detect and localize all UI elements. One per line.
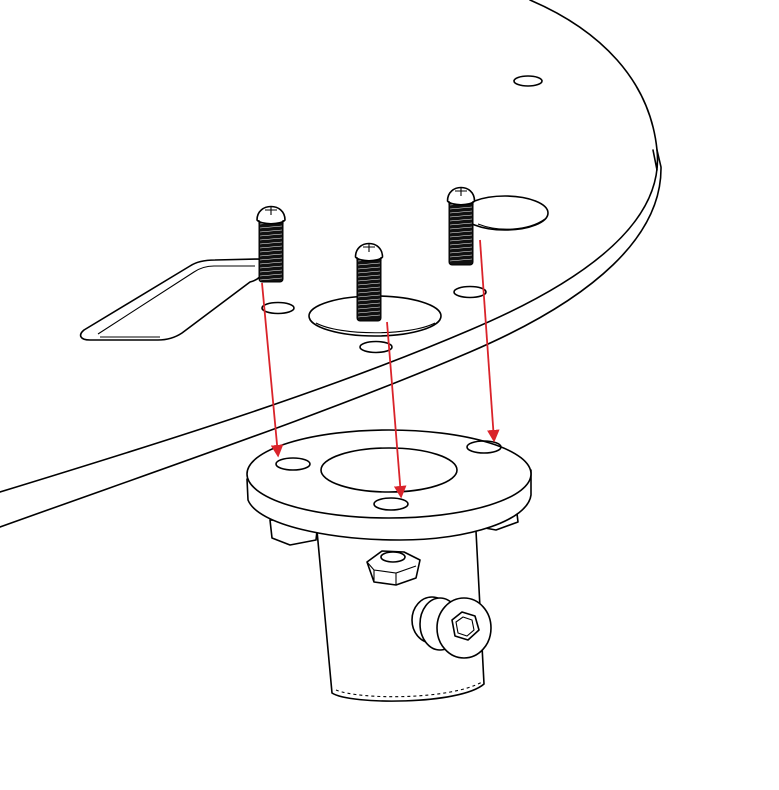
screw-right-thread-line [449,230,473,234]
screw-right-insertion-arrow [479,239,500,443]
screw-left-thread-line [259,241,283,245]
screw-right-recess [455,188,467,196]
flange-center-bore [320,447,458,493]
screw-right-neck [448,201,474,205]
screw-left-thread-line [259,273,283,277]
screw-left-thread-line [259,269,283,273]
screw-center-thread-line [357,314,381,318]
screw-center-thread-line [357,298,381,302]
screw-center-thread-line [357,262,381,266]
screw-center-thread-line [357,274,381,278]
screw-right-thread-line [449,210,473,214]
screw-right-thread-line [449,234,473,238]
base-plate [0,0,662,528]
screw-center-thread-line [357,282,381,286]
screw-right-thread-line [449,254,473,258]
plate-hole-small [513,75,543,87]
flange-hole-center [373,497,409,511]
screw-center-thread-line [357,290,381,294]
screw-center-thread-line [357,310,381,314]
button-head-screw-center [354,242,384,322]
screws-group [256,186,476,322]
flange-disk-top [246,429,532,519]
screw-center-thread-line [357,286,381,290]
screw-left-recess [265,207,277,215]
screw-right-thread-line [449,238,473,242]
button-head-screw-left [256,205,286,283]
flange-hole-right [466,440,502,454]
button-head-screw-right [446,186,476,266]
set-screw [411,596,492,659]
plate-screw-hole-center [359,340,393,354]
insertion-arrows [261,239,500,499]
screw-right-thread-line [449,206,473,210]
plate-screw-hole-left [261,301,295,315]
screw-left-insertion-arrow [261,282,284,458]
hex-nut [366,550,421,586]
screw-left-thread-line [259,277,283,281]
screw-left-thread-line [259,253,283,257]
screw-right-thread-line [449,226,473,230]
screw-left-thread-line [259,265,283,269]
screw-left-thread-line [259,225,283,229]
screw-left-thread-line [259,249,283,253]
plate-slot [79,258,267,341]
plate-screw-hole-right [453,285,487,299]
screw-left-head [256,205,286,225]
screw-right-head [446,186,476,206]
screw-center-thread-line [357,266,381,270]
screw-left-thread-line [259,261,283,265]
screw-left-thread-line [259,245,283,249]
screw-left-thread-line [259,229,283,233]
screw-right-thread-line [449,258,473,262]
screw-center-thread-line [357,306,381,310]
screw-left-thread-line [259,257,283,261]
screw-center-thread-line [357,278,381,282]
screw-center-recess [363,244,375,252]
screw-center-head [354,242,384,262]
screw-center-neck [356,257,382,261]
screw-right-thread-line [449,222,473,226]
screw-right-thread-line [449,250,473,254]
screw-left-neck [258,220,284,224]
screw-right-thread-line [449,246,473,250]
screw-left-thread-line [259,233,283,237]
screw-left-thread-line [259,237,283,241]
hub-cylinder [315,511,485,702]
shaft-flange-hub [246,429,532,702]
screw-right-thread-line [449,242,473,246]
screw-right-thread-line [449,214,473,218]
screw-center-thread-line [357,302,381,306]
screw-center-thread-line [357,270,381,274]
screw-center-thread-line [357,294,381,298]
screw-center-insertion-arrow [386,321,407,499]
screw-right-thread-line [449,218,473,222]
flange-hole-left [275,457,311,471]
